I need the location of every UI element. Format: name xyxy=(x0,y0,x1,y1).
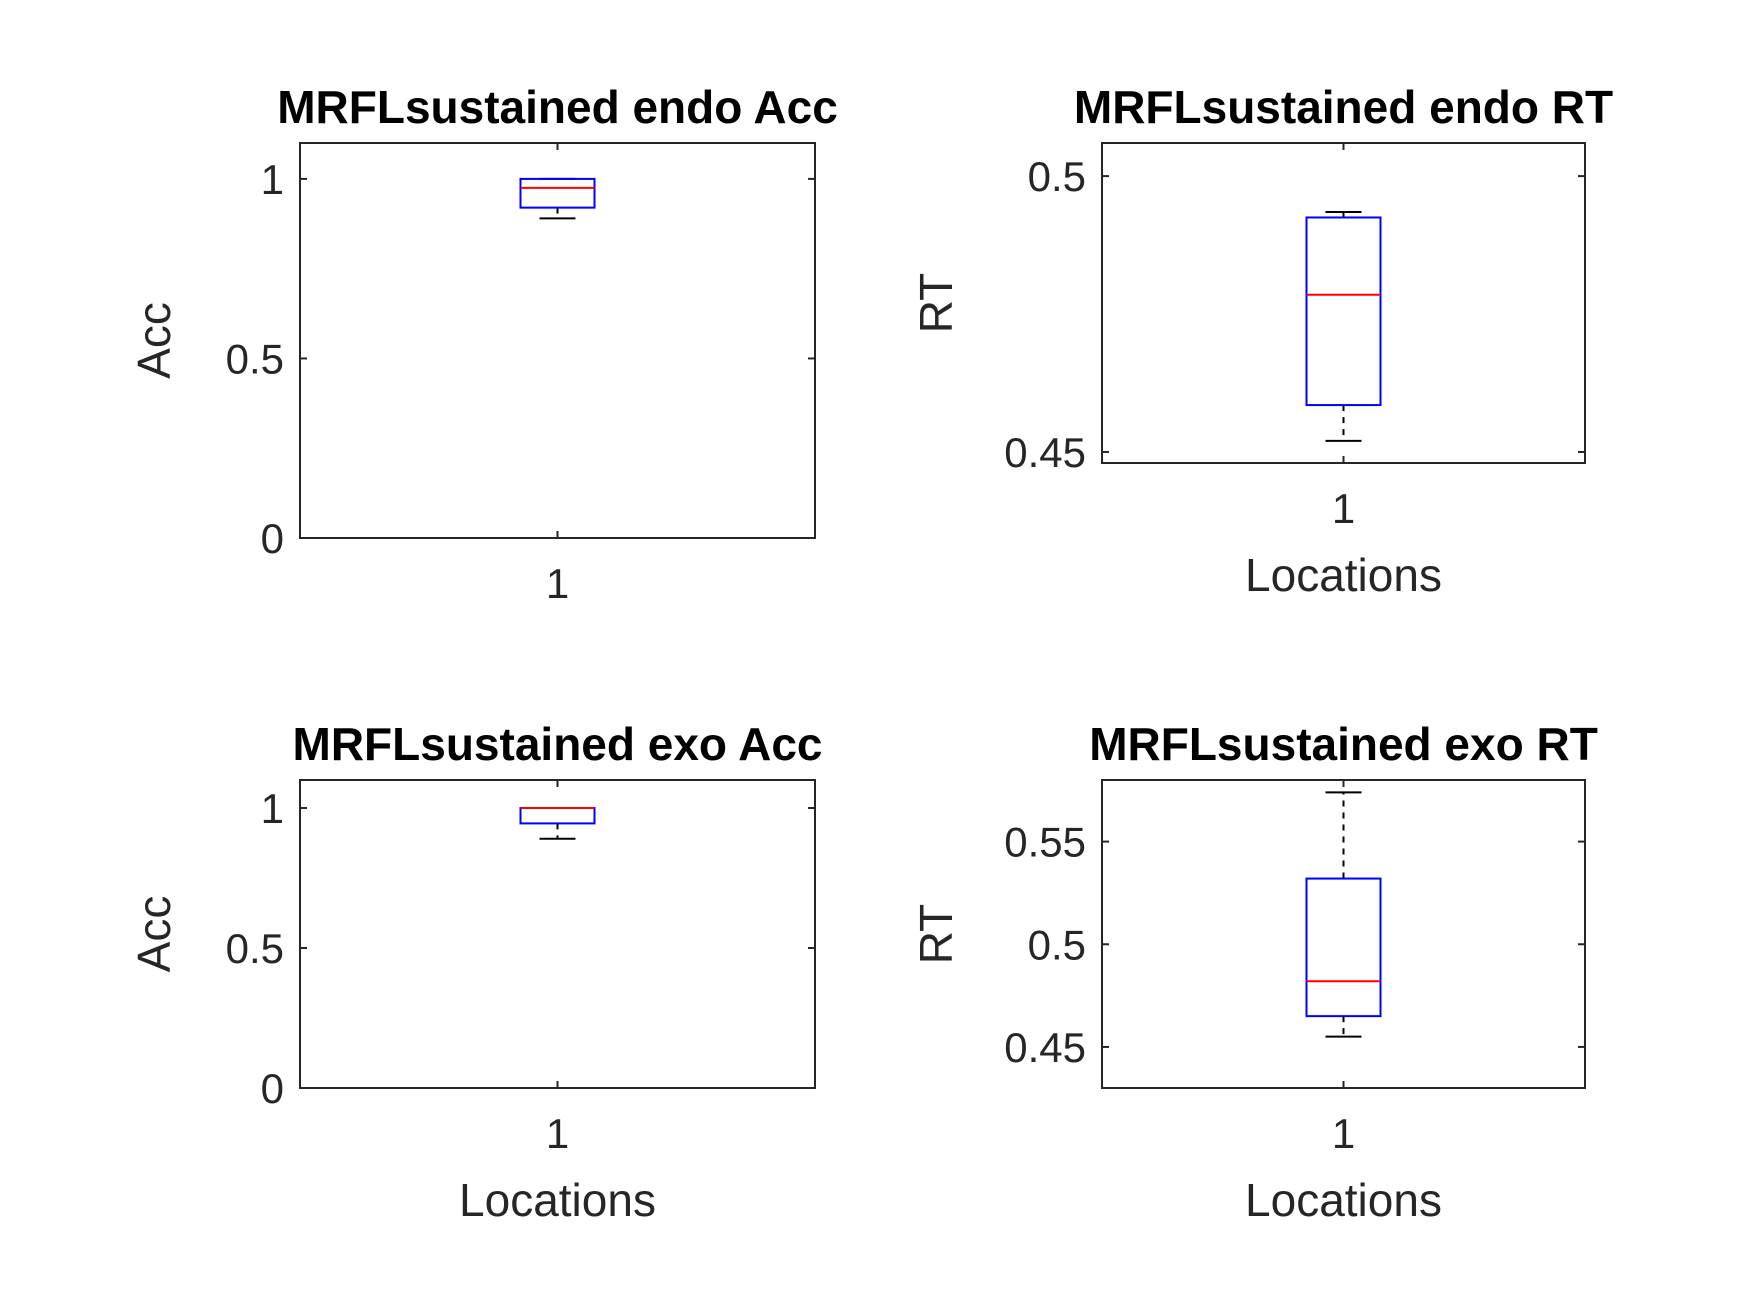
subplot-endo-acc: 0 0.5 1 1 MRFLsustained endo Acc Acc xyxy=(128,81,838,607)
axes-frame xyxy=(1101,142,1586,464)
y-tick-label: 1 xyxy=(261,785,284,832)
chart-title: MRFLsustained exo RT xyxy=(1089,718,1598,770)
chart-title: MRFLsustained exo Acc xyxy=(293,718,823,770)
axes-frame xyxy=(299,779,816,1089)
axes-frame xyxy=(299,142,816,539)
subplot-endo-rt: 0.45 0.5 1 MRFLsustained endo RT RT Locations xyxy=(910,81,1613,601)
x-axis-label: Locations xyxy=(459,1174,656,1226)
chart-title: MRFLsustained endo RT xyxy=(1074,81,1613,133)
x-tick-label: 1 xyxy=(1332,485,1355,532)
y-tick-label: 0.5 xyxy=(226,335,284,382)
y-tick-label: 0.5 xyxy=(1028,153,1086,200)
y-tick-label: 1 xyxy=(261,156,284,203)
box xyxy=(519,177,596,209)
y-tick-label: 0.5 xyxy=(1028,921,1086,968)
y-axis-label: Acc xyxy=(128,896,180,973)
subplot-exo-rt: 0.45 0.5 0.55 1 MRFLsustained exo RT RT Locati… xyxy=(910,718,1598,1226)
x-axis-label: Locations xyxy=(1245,1174,1442,1226)
box xyxy=(1305,216,1382,407)
y-tick-label: 0.5 xyxy=(226,925,284,972)
y-axis-label: RT xyxy=(910,273,962,334)
chart-title: MRFLsustained endo Acc xyxy=(277,81,838,133)
x-tick-label: 1 xyxy=(546,560,569,607)
y-tick-label: 0 xyxy=(261,1065,284,1112)
box xyxy=(1305,877,1382,1018)
x-axis-label: Locations xyxy=(1245,549,1442,601)
y-tick-label: 0 xyxy=(261,515,284,562)
y-tick-label: 0.45 xyxy=(1004,429,1086,476)
y-tick-label: 0.55 xyxy=(1004,819,1086,866)
x-tick-label: 1 xyxy=(1332,1110,1355,1157)
x-tick-label: 1 xyxy=(546,1110,569,1157)
y-axis-label: Acc xyxy=(128,302,180,379)
y-axis-label: RT xyxy=(910,904,962,965)
y-tick-label: 0.45 xyxy=(1004,1024,1086,1071)
